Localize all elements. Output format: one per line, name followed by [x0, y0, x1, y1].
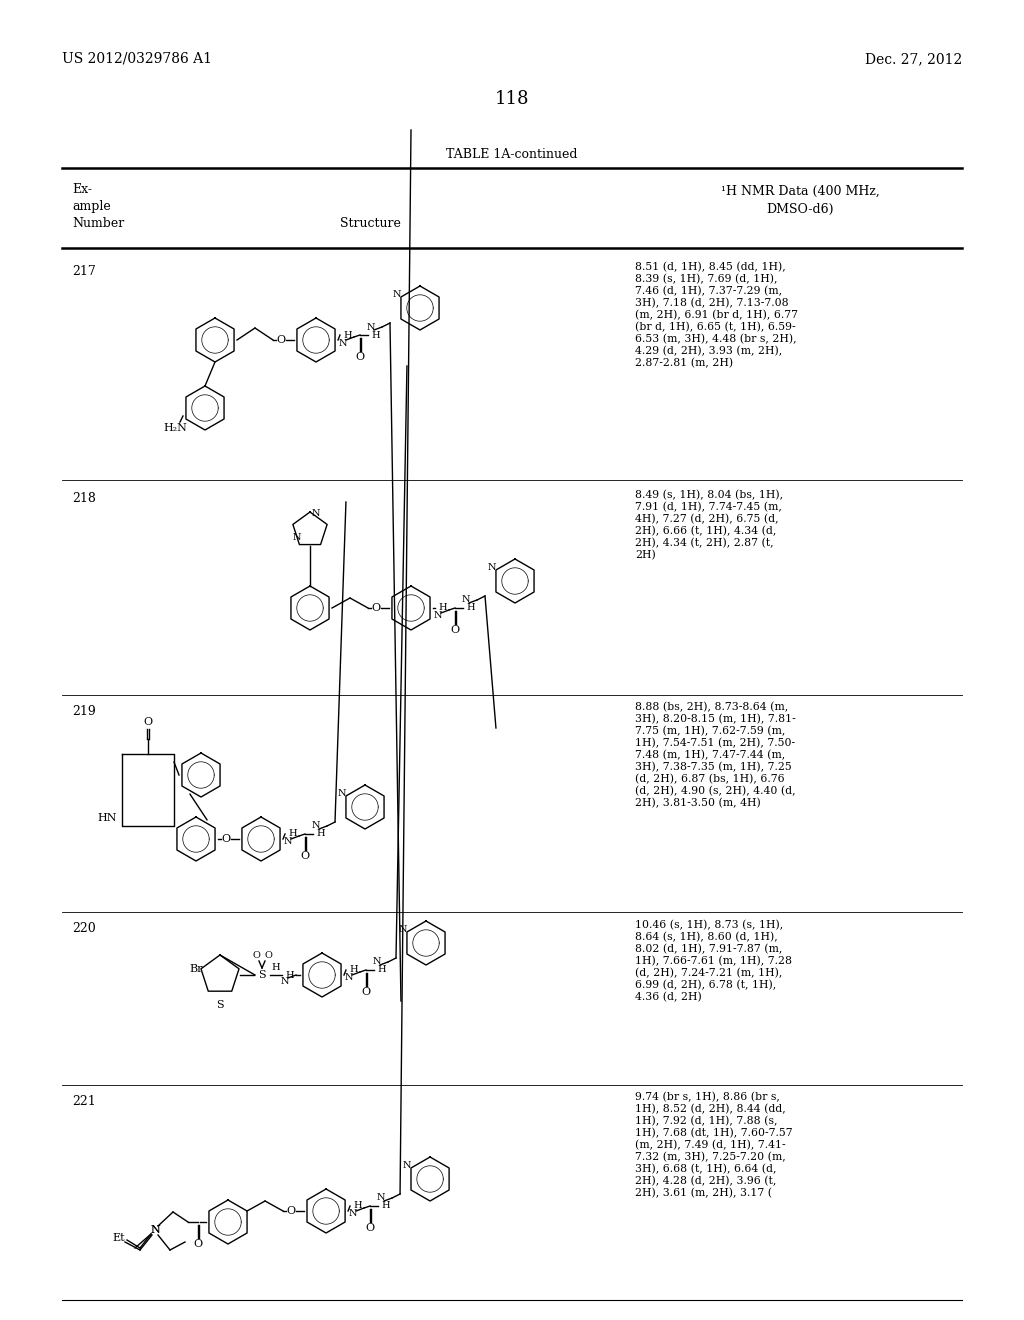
Text: DMSO-d6): DMSO-d6)	[766, 203, 834, 216]
Text: O: O	[355, 352, 365, 362]
Text: H: H	[289, 829, 297, 838]
Text: HN: HN	[97, 813, 117, 822]
Text: H: H	[467, 603, 475, 612]
Text: S: S	[258, 970, 266, 979]
Text: Dec. 27, 2012: Dec. 27, 2012	[864, 51, 962, 66]
Text: O: O	[451, 624, 460, 635]
Text: H₂N: H₂N	[163, 422, 187, 433]
Text: H: H	[344, 330, 352, 339]
Text: 217: 217	[72, 265, 96, 279]
Text: H: H	[372, 330, 380, 339]
Text: N: N	[293, 533, 301, 543]
Text: 9.74 (br s, 1H), 8.86 (br s,
1H), 8.52 (d, 2H), 8.44 (dd,
1H), 7.92 (d, 1H), 7.8: 9.74 (br s, 1H), 8.86 (br s, 1H), 8.52 (…	[635, 1092, 793, 1199]
Text: N: N	[151, 1225, 160, 1236]
Text: O: O	[287, 1206, 296, 1216]
Text: N: N	[349, 1209, 357, 1218]
Text: Number: Number	[72, 216, 124, 230]
Text: 10.46 (s, 1H), 8.73 (s, 1H),
8.64 (s, 1H), 8.60 (d, 1H),
8.02 (d, 1H), 7.91-7.87: 10.46 (s, 1H), 8.73 (s, 1H), 8.64 (s, 1H…	[635, 920, 792, 1002]
Text: Br: Br	[189, 965, 203, 974]
Text: O: O	[143, 717, 153, 727]
Text: 8.51 (d, 1H), 8.45 (dd, 1H),
8.39 (s, 1H), 7.69 (d, 1H),
7.46 (d, 1H), 7.37-7.29: 8.51 (d, 1H), 8.45 (dd, 1H), 8.39 (s, 1H…	[635, 261, 798, 368]
Text: N: N	[434, 611, 442, 620]
Text: Ex-: Ex-	[72, 183, 92, 195]
Text: N: N	[311, 821, 321, 830]
Text: N: N	[311, 510, 319, 517]
Text: H: H	[382, 1201, 390, 1210]
Text: TABLE 1A-continued: TABLE 1A-continued	[446, 148, 578, 161]
Text: ¹H NMR Data (400 MHz,: ¹H NMR Data (400 MHz,	[721, 185, 880, 198]
Text: 220: 220	[72, 921, 96, 935]
Text: N: N	[367, 322, 375, 331]
Text: N: N	[345, 974, 353, 982]
Text: 118: 118	[495, 90, 529, 108]
Text: H: H	[286, 970, 294, 979]
Text: H: H	[316, 829, 326, 838]
Text: O: O	[300, 851, 309, 861]
Text: 219: 219	[72, 705, 96, 718]
Text: Structure: Structure	[340, 216, 400, 230]
Text: O: O	[252, 952, 260, 961]
Text: H: H	[271, 962, 281, 972]
Text: N: N	[281, 977, 289, 986]
Text: ample: ample	[72, 201, 111, 213]
Text: O: O	[276, 335, 286, 345]
Text: N: N	[373, 957, 381, 966]
Text: N: N	[402, 1162, 411, 1170]
Text: N: N	[337, 789, 346, 799]
Text: O: O	[221, 834, 230, 843]
Text: S: S	[216, 1001, 224, 1010]
Text: N: N	[339, 338, 347, 347]
Text: N: N	[392, 290, 400, 300]
Text: N: N	[487, 564, 496, 572]
Text: H: H	[349, 965, 358, 974]
Text: Et: Et	[113, 1233, 125, 1243]
Text: N: N	[284, 837, 292, 846]
Text: 8.88 (bs, 2H), 8.73-8.64 (m,
3H), 8.20-8.15 (m, 1H), 7.81-
7.75 (m, 1H), 7.62-7.: 8.88 (bs, 2H), 8.73-8.64 (m, 3H), 8.20-8…	[635, 702, 796, 808]
Text: O: O	[361, 987, 371, 997]
Text: H: H	[353, 1201, 362, 1210]
Text: N: N	[151, 1225, 160, 1236]
Text: 218: 218	[72, 492, 96, 506]
Text: 8.49 (s, 1H), 8.04 (bs, 1H),
7.91 (d, 1H), 7.74-7.45 (m,
4H), 7.27 (d, 2H), 6.75: 8.49 (s, 1H), 8.04 (bs, 1H), 7.91 (d, 1H…	[635, 490, 783, 561]
Text: N: N	[377, 1193, 385, 1203]
Text: O: O	[372, 603, 381, 612]
Text: H: H	[438, 603, 447, 612]
Text: O: O	[194, 1239, 203, 1249]
Text: N: N	[398, 925, 407, 935]
Text: 221: 221	[72, 1096, 96, 1107]
Text: O: O	[366, 1224, 375, 1233]
Text: H: H	[378, 965, 386, 974]
Text: O: O	[264, 952, 272, 961]
Text: N: N	[462, 595, 470, 605]
Text: US 2012/0329786 A1: US 2012/0329786 A1	[62, 51, 212, 66]
